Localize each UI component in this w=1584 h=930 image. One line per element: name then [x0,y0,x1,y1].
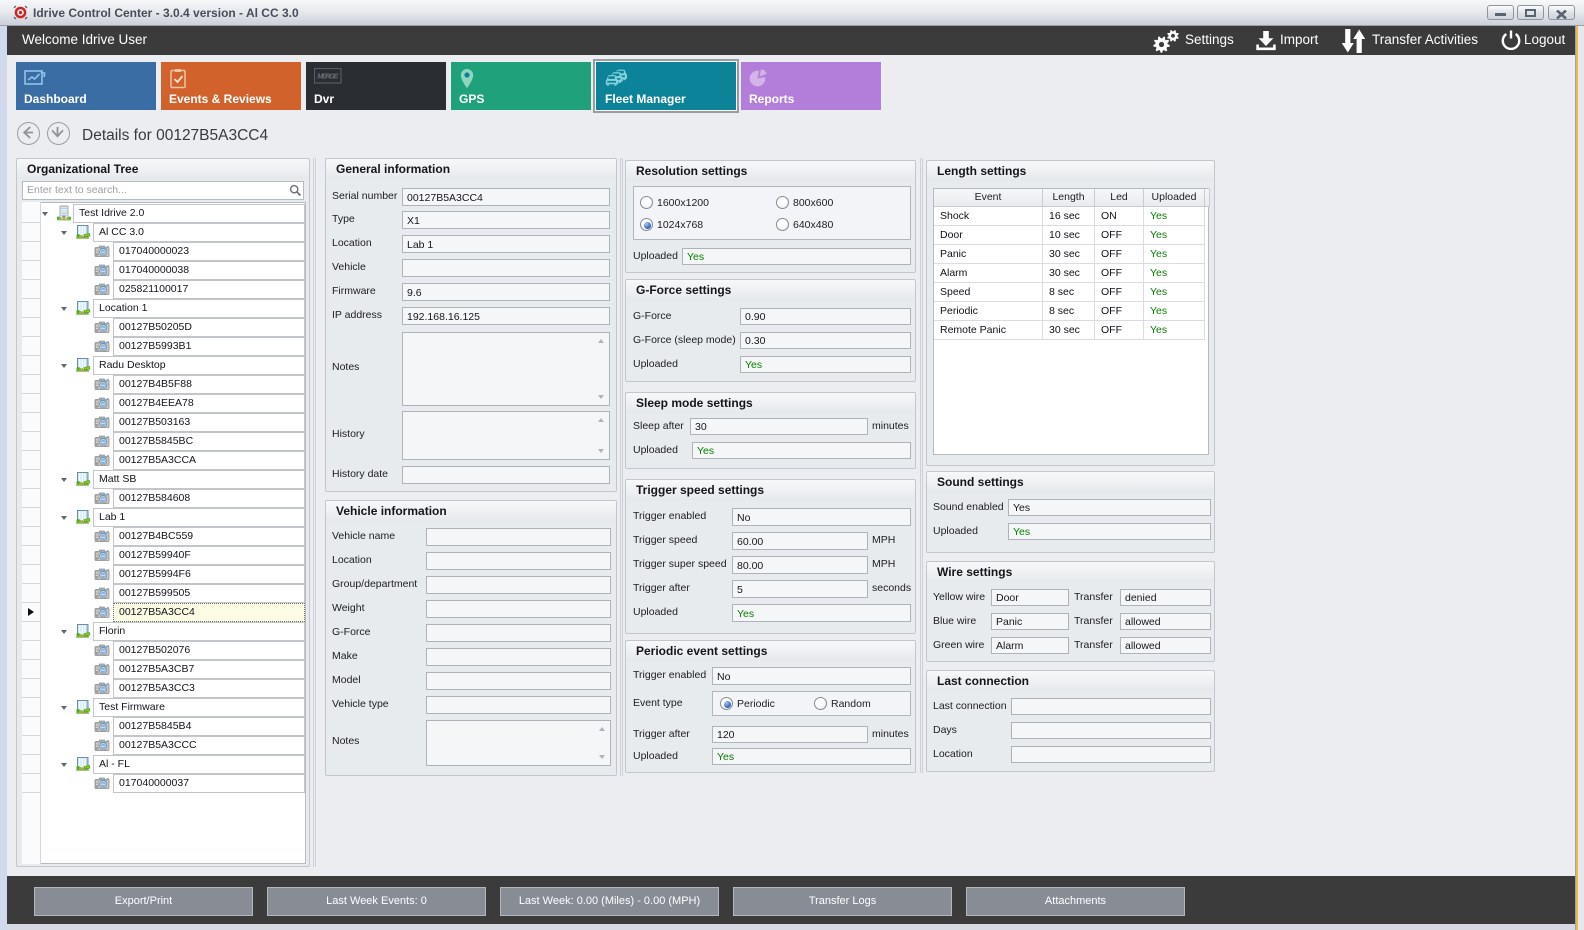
svg-text:MERGE: MERGE [317,74,338,81]
